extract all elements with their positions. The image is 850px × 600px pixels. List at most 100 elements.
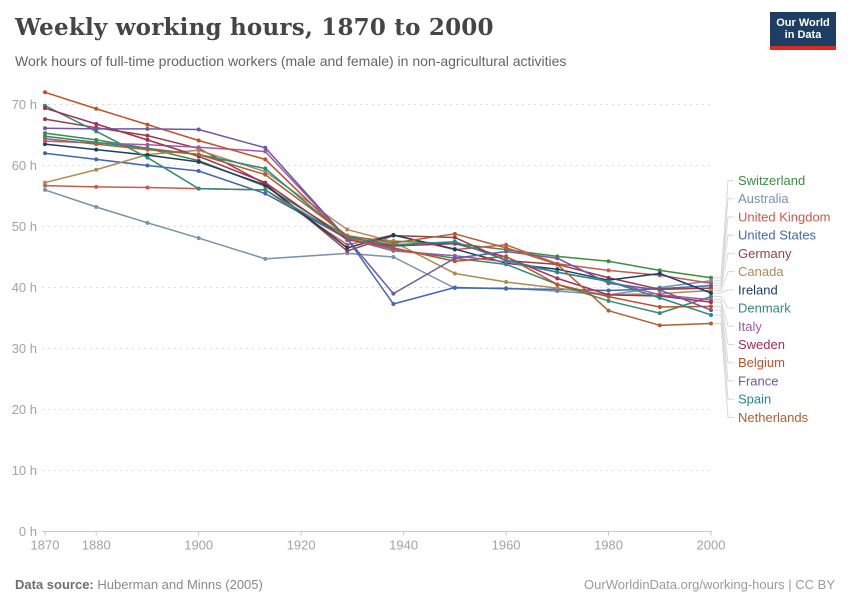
data-point: [709, 300, 713, 305]
data-point: [94, 184, 99, 189]
data-point: [657, 305, 662, 310]
x-tick-label: 1920: [287, 538, 316, 553]
data-point: [196, 236, 201, 241]
data-point: [145, 155, 150, 160]
data-point: [452, 259, 457, 264]
series-spain[interactable]: [43, 134, 713, 317]
legend-label-ireland[interactable]: Ireland: [738, 282, 778, 297]
series-switzerland[interactable]: [43, 131, 713, 280]
data-point: [145, 220, 150, 225]
data-point: [657, 323, 662, 328]
legend-label-denmark[interactable]: Denmark: [738, 301, 791, 316]
legend-label-sweden[interactable]: Sweden: [738, 337, 785, 352]
data-point: [504, 254, 509, 259]
data-point: [504, 258, 509, 263]
data-source-value: Huberman and Minns (2005): [93, 577, 263, 592]
data-point: [555, 267, 560, 272]
data-point: [94, 142, 99, 147]
data-point: [145, 142, 150, 147]
data-point: [555, 276, 560, 281]
data-point: [709, 308, 713, 313]
legend-label-australia[interactable]: Australia: [738, 191, 789, 206]
data-point: [196, 152, 201, 157]
data-point: [196, 138, 201, 143]
data-point: [391, 301, 396, 306]
data-point: [43, 117, 47, 122]
data-point: [43, 142, 47, 147]
data-point: [263, 256, 268, 261]
owid-logo[interactable]: Our World in Data: [770, 12, 836, 50]
y-tick-label: 40 h: [12, 280, 37, 295]
data-point: [345, 233, 350, 238]
data-point: [504, 245, 509, 250]
data-point: [555, 270, 560, 275]
data-point: [555, 286, 560, 291]
legend-label-united-kingdom[interactable]: United Kingdom: [738, 209, 831, 224]
data-point: [43, 183, 47, 188]
data-point: [709, 321, 713, 326]
legend-label-canada[interactable]: Canada: [738, 264, 784, 279]
data-point: [94, 157, 99, 162]
data-point: [145, 163, 150, 168]
data-point: [263, 180, 268, 185]
footer-link[interactable]: OurWorldinData.org/working-hours | CC BY: [584, 577, 835, 592]
legend-label-germany[interactable]: Germany: [738, 246, 792, 261]
data-point: [709, 304, 713, 309]
data-point: [196, 148, 201, 153]
data-point: [196, 145, 201, 150]
data-point: [345, 248, 350, 253]
data-point: [345, 227, 350, 232]
legend-label-belgium[interactable]: Belgium: [738, 355, 785, 370]
data-point: [555, 282, 560, 287]
data-point: [452, 239, 457, 244]
series-united-states[interactable]: [43, 151, 713, 306]
series-united-kingdom[interactable]: [43, 183, 713, 286]
data-point: [263, 149, 268, 154]
x-tick-label: 1870: [31, 538, 60, 553]
data-point: [555, 256, 560, 261]
data-point: [657, 268, 662, 273]
legend-label-united-states[interactable]: United States: [738, 228, 817, 243]
data-point: [391, 245, 396, 250]
series-netherlands[interactable]: [43, 136, 713, 328]
data-point: [43, 180, 47, 185]
y-tick-label: 10 h: [12, 463, 37, 478]
legend: Switzerland Australia United Kingdom United…: [738, 173, 831, 425]
owid-logo-line2: in Data: [784, 29, 822, 41]
x-tick-label: 1980: [594, 538, 623, 553]
data-point: [391, 240, 396, 245]
data-point: [145, 126, 150, 131]
data-point: [145, 185, 150, 190]
data-point: [504, 280, 509, 285]
legend-label-spain[interactable]: Spain: [738, 392, 771, 407]
data-point: [606, 288, 611, 293]
data-point: [196, 127, 201, 132]
series-italy[interactable]: [43, 139, 713, 302]
data-point: [43, 187, 47, 192]
y-tick-label: 60 h: [12, 158, 37, 173]
series-germany[interactable]: [43, 117, 713, 292]
data-source: Data source: Huberman and Minns (2005): [15, 577, 263, 592]
legend-label-switzerland[interactable]: Switzerland: [738, 173, 805, 188]
y-tick-label: 20 h: [12, 402, 37, 417]
data-point: [657, 295, 662, 300]
data-point: [606, 298, 611, 303]
data-point: [709, 275, 713, 280]
legend-label-italy[interactable]: Italy: [738, 319, 762, 334]
data-point: [94, 167, 99, 172]
data-point: [145, 133, 150, 138]
legend-label-france[interactable]: France: [738, 373, 778, 388]
data-point: [43, 151, 47, 156]
data-point: [145, 147, 150, 152]
data-point: [345, 245, 350, 250]
data-point: [657, 271, 662, 276]
data-point: [606, 268, 611, 273]
legend-label-netherlands[interactable]: Netherlands: [738, 410, 809, 425]
page-subtitle: Work hours of full-time production worke…: [15, 53, 567, 69]
data-point: [196, 186, 201, 191]
data-point: [452, 231, 457, 236]
x-tick-label: 2000: [697, 538, 726, 553]
x-tick-label: 1880: [82, 538, 111, 553]
data-source-label: Data source:: [15, 577, 94, 592]
